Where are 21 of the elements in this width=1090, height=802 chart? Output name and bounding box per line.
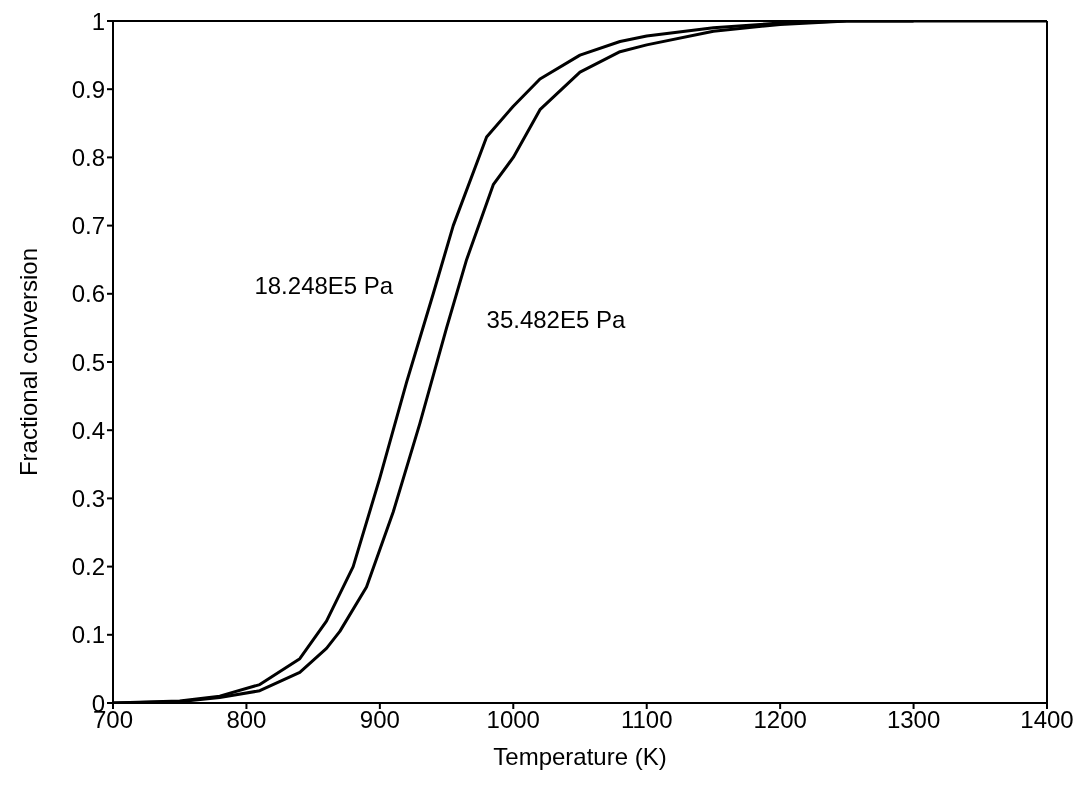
- y-tick-label: 1: [91, 7, 105, 35]
- y-axis-title: Fractional conversion: [14, 247, 42, 477]
- x-tick-label: 1400: [1020, 706, 1074, 734]
- x-tick-label: 1000: [486, 706, 540, 734]
- y-tick-label: 0.9: [71, 75, 105, 103]
- y-tick-label: 0.4: [71, 416, 105, 444]
- x-axis-title: Temperature (K): [493, 743, 667, 770]
- x-tick-label: 900: [359, 706, 400, 734]
- y-tick-label: 0.8: [71, 143, 105, 171]
- series-label: 18.248E5 Pa: [254, 271, 394, 299]
- y-tick-label: 0.5: [71, 348, 105, 376]
- x-tick-label: 800: [226, 706, 267, 734]
- series-label: 35.482E5 Pa: [486, 305, 627, 333]
- y-tick-label: 0.6: [71, 280, 105, 308]
- y-tick-label: 0.2: [71, 553, 105, 581]
- y-tick-label: 0.3: [71, 484, 105, 512]
- x-tick-label: 1200: [753, 706, 807, 734]
- y-tick-label: 0.7: [71, 212, 105, 240]
- y-tick-label: 0.1: [71, 621, 105, 649]
- x-tick-label: 1100: [620, 706, 673, 734]
- x-tick-label: 1300: [886, 706, 941, 734]
